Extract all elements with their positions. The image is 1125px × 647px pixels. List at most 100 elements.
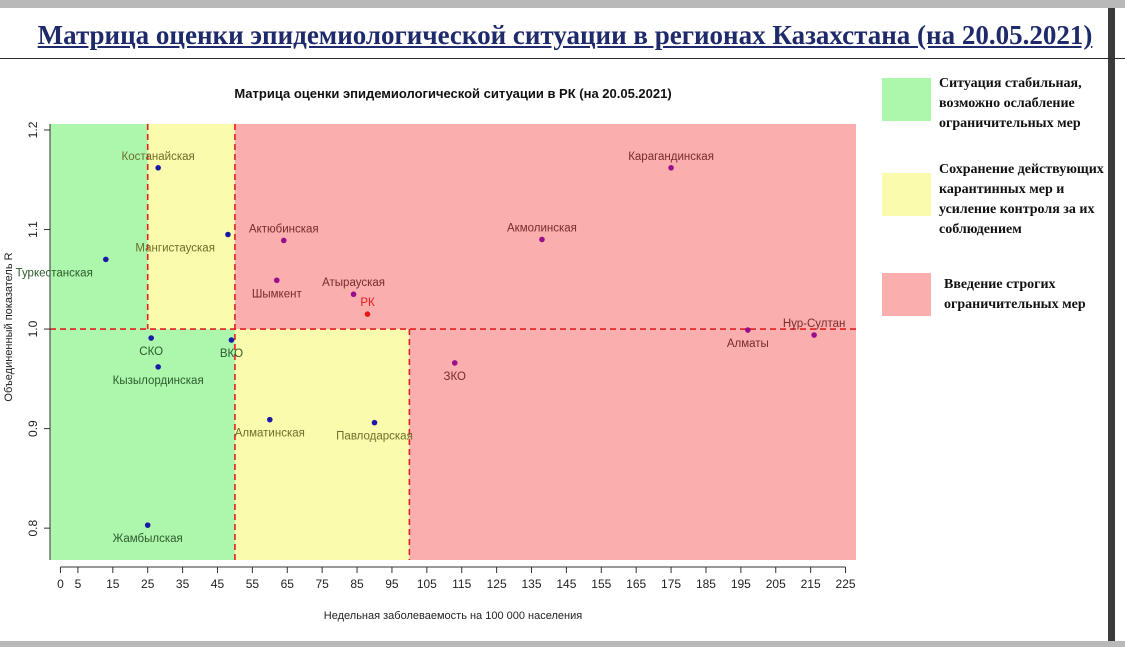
x-tick-label-0: 0 <box>57 577 64 591</box>
point-label-7: Атырауская <box>322 277 385 289</box>
legend-text-maintain: Сохранение действующих карантинных мер и… <box>939 162 1104 237</box>
point-label-10: Нур-Султан <box>783 318 846 330</box>
x-tick-label-17: 165 <box>626 577 646 591</box>
zone-5 <box>409 329 856 560</box>
x-tick-label-12: 115 <box>452 577 471 591</box>
x-tick-label-8: 75 <box>315 577 329 591</box>
data-point-15: Алматинская <box>235 416 305 440</box>
zone-layer <box>50 124 857 560</box>
point-label-12: ВКО <box>220 348 243 360</box>
x-tick-label-18: 175 <box>661 577 681 591</box>
legend-swatch-yellow <box>882 173 931 216</box>
point-marker-16 <box>371 419 378 426</box>
x-tick-label-19: 185 <box>696 577 716 591</box>
point-label-15: Алматинская <box>235 428 305 440</box>
point-label-3: Актюбинская <box>249 223 319 235</box>
legend-text-strict: Введение строгих ограничительных мер <box>944 277 1086 312</box>
y-tick-label-0: 0.8 <box>26 519 40 536</box>
point-label-13: ЗКО <box>444 371 467 383</box>
data-point-0: Костанайская <box>122 151 195 171</box>
x-tick-label-22: 215 <box>801 577 821 591</box>
point-marker-4 <box>539 236 545 243</box>
threshold-lines <box>50 124 856 560</box>
point-label-1: Карагандинская <box>628 151 714 163</box>
data-point-3: Актюбинская <box>249 223 319 244</box>
data-point-17: Жамбылская <box>113 522 183 545</box>
y-axis-label: Объединенный показатель R <box>3 252 15 401</box>
x-tick-label-16: 155 <box>591 577 611 591</box>
x-tick-label-5: 45 <box>211 577 225 591</box>
point-marker-8 <box>364 311 371 317</box>
point-marker-13 <box>451 360 458 366</box>
legend-text-stable: Ситуация стабильная, возможно ослабление… <box>939 76 1082 131</box>
x-tick-label-2: 15 <box>106 577 120 591</box>
data-point-8: РК <box>360 297 375 317</box>
data-point-14: Кызылординская <box>113 364 204 387</box>
x-tick-label-6: 55 <box>246 577 260 591</box>
data-point-5: Туркестанская <box>16 256 109 279</box>
bottom-frame-bar <box>0 641 1125 647</box>
top-frame-bar <box>0 0 1125 8</box>
x-tick-label-7: 65 <box>281 577 295 591</box>
point-marker-7 <box>350 291 357 298</box>
x-tick-label-9: 85 <box>350 577 364 591</box>
data-point-9: Алматы <box>727 327 769 350</box>
x-tick-label-14: 135 <box>521 577 541 591</box>
point-marker-11 <box>148 335 154 341</box>
data-point-6: Шымкент <box>252 277 302 300</box>
point-label-4: Акмолинская <box>507 222 577 234</box>
point-label-17: Жамбылская <box>113 533 183 545</box>
point-marker-5 <box>103 256 109 263</box>
x-tick-label-10: 95 <box>385 577 399 591</box>
point-label-11: СКО <box>139 346 163 358</box>
point-marker-0 <box>155 164 161 171</box>
zone-3 <box>50 329 235 560</box>
x-tick-label-13: 125 <box>487 577 507 591</box>
zone-4 <box>234 329 410 560</box>
data-point-4: Акмолинская <box>507 222 577 243</box>
point-label-16: Павлодарская <box>336 431 413 443</box>
data-point-13: ЗКО <box>444 360 467 383</box>
point-marker-12 <box>228 337 235 343</box>
scatter-chart: Матрица оценки эпидемиологической ситуац… <box>3 86 857 622</box>
point-label-5: Туркестанская <box>16 267 93 279</box>
zone-1 <box>147 124 235 330</box>
y-tick-label-3: 1.1 <box>26 221 40 238</box>
zone-2 <box>234 124 857 330</box>
data-point-11: СКО <box>139 335 163 358</box>
point-label-14: Кызылординская <box>113 375 204 387</box>
x-tick-label-23: 225 <box>836 577 856 591</box>
y-tick-label-2: 1.0 <box>26 320 40 337</box>
points-layer: Костанайская Карагандинская Мангистауская А… <box>16 151 846 545</box>
x-tick-label-15: 145 <box>556 577 576 591</box>
x-tick-label-20: 195 <box>731 577 751 591</box>
x-axis-label: Недельная заболеваемость на 100 000 насе… <box>324 610 582 622</box>
slide-title: Матрица оценки эпидемиологической ситуац… <box>37 20 1093 50</box>
point-marker-3 <box>280 237 287 244</box>
right-frame-bar <box>1108 8 1115 647</box>
point-marker-2 <box>225 231 231 238</box>
point-marker-15 <box>267 416 273 423</box>
data-point-10: Нур-Султан <box>783 318 846 338</box>
point-marker-17 <box>144 522 151 528</box>
data-point-2: Мангистауская <box>135 231 231 254</box>
x-tick-label-4: 35 <box>176 577 190 591</box>
data-point-16: Павлодарская <box>336 419 413 443</box>
data-point-7: Атырауская <box>322 277 385 298</box>
point-label-2: Мангистауская <box>135 242 215 254</box>
point-label-8: РК <box>360 297 375 309</box>
x-tick-label-3: 25 <box>141 577 155 591</box>
point-marker-14 <box>155 364 161 370</box>
point-marker-1 <box>668 164 674 171</box>
point-label-0: Костанайская <box>122 151 195 163</box>
legend-swatch-red <box>882 273 931 316</box>
legend-swatch-green <box>882 78 931 121</box>
y-tick-label-1: 0.9 <box>26 420 40 437</box>
point-marker-10 <box>811 332 817 338</box>
title-divider <box>0 58 1125 59</box>
x-tick-label-1: 5 <box>75 577 82 591</box>
x-tick-label-11: 105 <box>417 577 437 591</box>
chart-title: Матрица оценки эпидемиологической ситуац… <box>234 86 671 101</box>
zone-0 <box>50 124 148 330</box>
point-marker-9 <box>745 327 751 333</box>
